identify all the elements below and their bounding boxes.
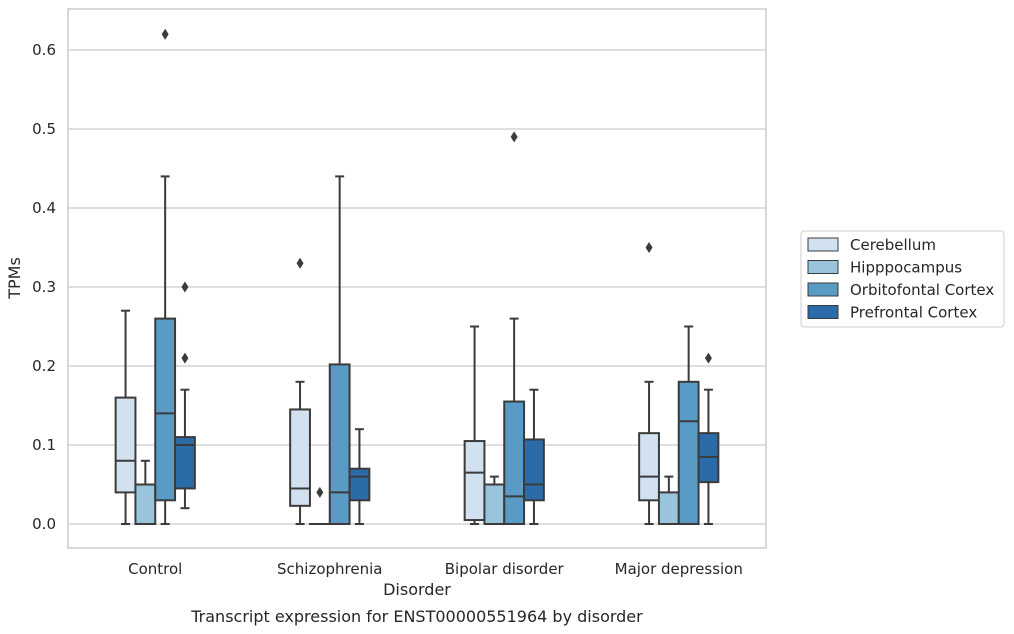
box-cerebellum — [289, 257, 311, 525]
y-tick-label: 0.6 — [32, 41, 56, 59]
legend-label: Cerebellum — [850, 236, 936, 254]
outlier-point — [181, 281, 189, 293]
box-orbitofontal-cortex — [503, 131, 526, 525]
box-iqr — [523, 438, 545, 502]
legend-swatch — [807, 282, 839, 297]
box-prefrontal-cortex — [697, 352, 720, 525]
legend: Cerebellum Hipppocampus Orbitofontal Corte… — [800, 230, 1005, 328]
legend-swatch — [807, 305, 839, 319]
outlier-point — [510, 131, 518, 143]
box-iqr — [348, 467, 371, 502]
box-prefrontal-cortex — [523, 388, 545, 525]
y-tick-label: 0.2 — [32, 357, 56, 375]
chart-caption: Transcript expression for ENST0000055196… — [190, 607, 643, 626]
x-tick-label: Control — [128, 560, 182, 578]
box-hipppocampus — [134, 459, 157, 525]
y-tick-label: 0.1 — [32, 436, 56, 454]
box-iqr — [503, 400, 526, 525]
outlier-point — [316, 486, 324, 498]
box-iqr — [657, 491, 680, 525]
box-iqr — [114, 396, 137, 494]
legend-label: Hipppocampus — [850, 259, 962, 277]
box-prefrontal-cortex — [348, 428, 371, 525]
box-orbitofontal-cortex — [328, 175, 351, 526]
x-axis-label: Disorder — [383, 580, 451, 599]
box-iqr — [328, 363, 351, 526]
box-cerebellum — [638, 242, 660, 525]
legend-label: Orbitofontal Cortex — [850, 281, 994, 299]
outlier-point — [704, 352, 712, 364]
x-tick-label: Schizophrenia — [277, 560, 382, 578]
box-orbitofontal-cortex — [154, 28, 177, 525]
box-iqr — [134, 483, 157, 525]
box-prefrontal-cortex — [174, 281, 196, 510]
box-iqr — [638, 432, 660, 502]
y-tick-label: 0.0 — [32, 515, 56, 533]
legend-swatch — [807, 260, 839, 274]
box-iqr — [483, 483, 506, 525]
legend-frame — [800, 230, 1005, 328]
box-iqr — [677, 380, 700, 525]
box-iqr — [463, 440, 486, 522]
legend-label: Prefrontal Cortex — [850, 304, 977, 322]
y-tick-label: 0.4 — [32, 199, 56, 217]
box-orbitofontal-cortex — [677, 325, 700, 525]
box-hipppocampus — [308, 486, 331, 526]
outlier-point — [296, 257, 304, 269]
box-iqr — [289, 408, 311, 507]
legend-swatch — [807, 237, 839, 252]
outlier-point — [161, 28, 169, 40]
outlier-point — [645, 242, 653, 253]
box-cerebellum — [463, 325, 486, 525]
box-iqr — [174, 436, 196, 490]
x-tick-label: Bipolar disorder — [445, 560, 565, 578]
y-tick-labels: 0.0 0.1 0.2 0.3 0.4 0.5 0.6 — [32, 41, 56, 533]
box-cerebellum — [114, 309, 137, 525]
box-hipppocampus — [483, 475, 506, 525]
plot-frame — [67, 8, 767, 549]
outlier-point — [181, 352, 189, 364]
box-iqr — [154, 317, 177, 502]
box-hipppocampus — [657, 475, 680, 525]
y-axis-label: TPMs — [5, 257, 24, 300]
y-tick-label: 0.3 — [32, 278, 56, 296]
box-series — [114, 28, 720, 526]
y-tick-label: 0.5 — [32, 120, 56, 138]
x-tick-label: Major depression — [615, 560, 743, 578]
x-tick-labels: Control Schizophrenia Bipolar disorder Majo… — [128, 560, 743, 578]
